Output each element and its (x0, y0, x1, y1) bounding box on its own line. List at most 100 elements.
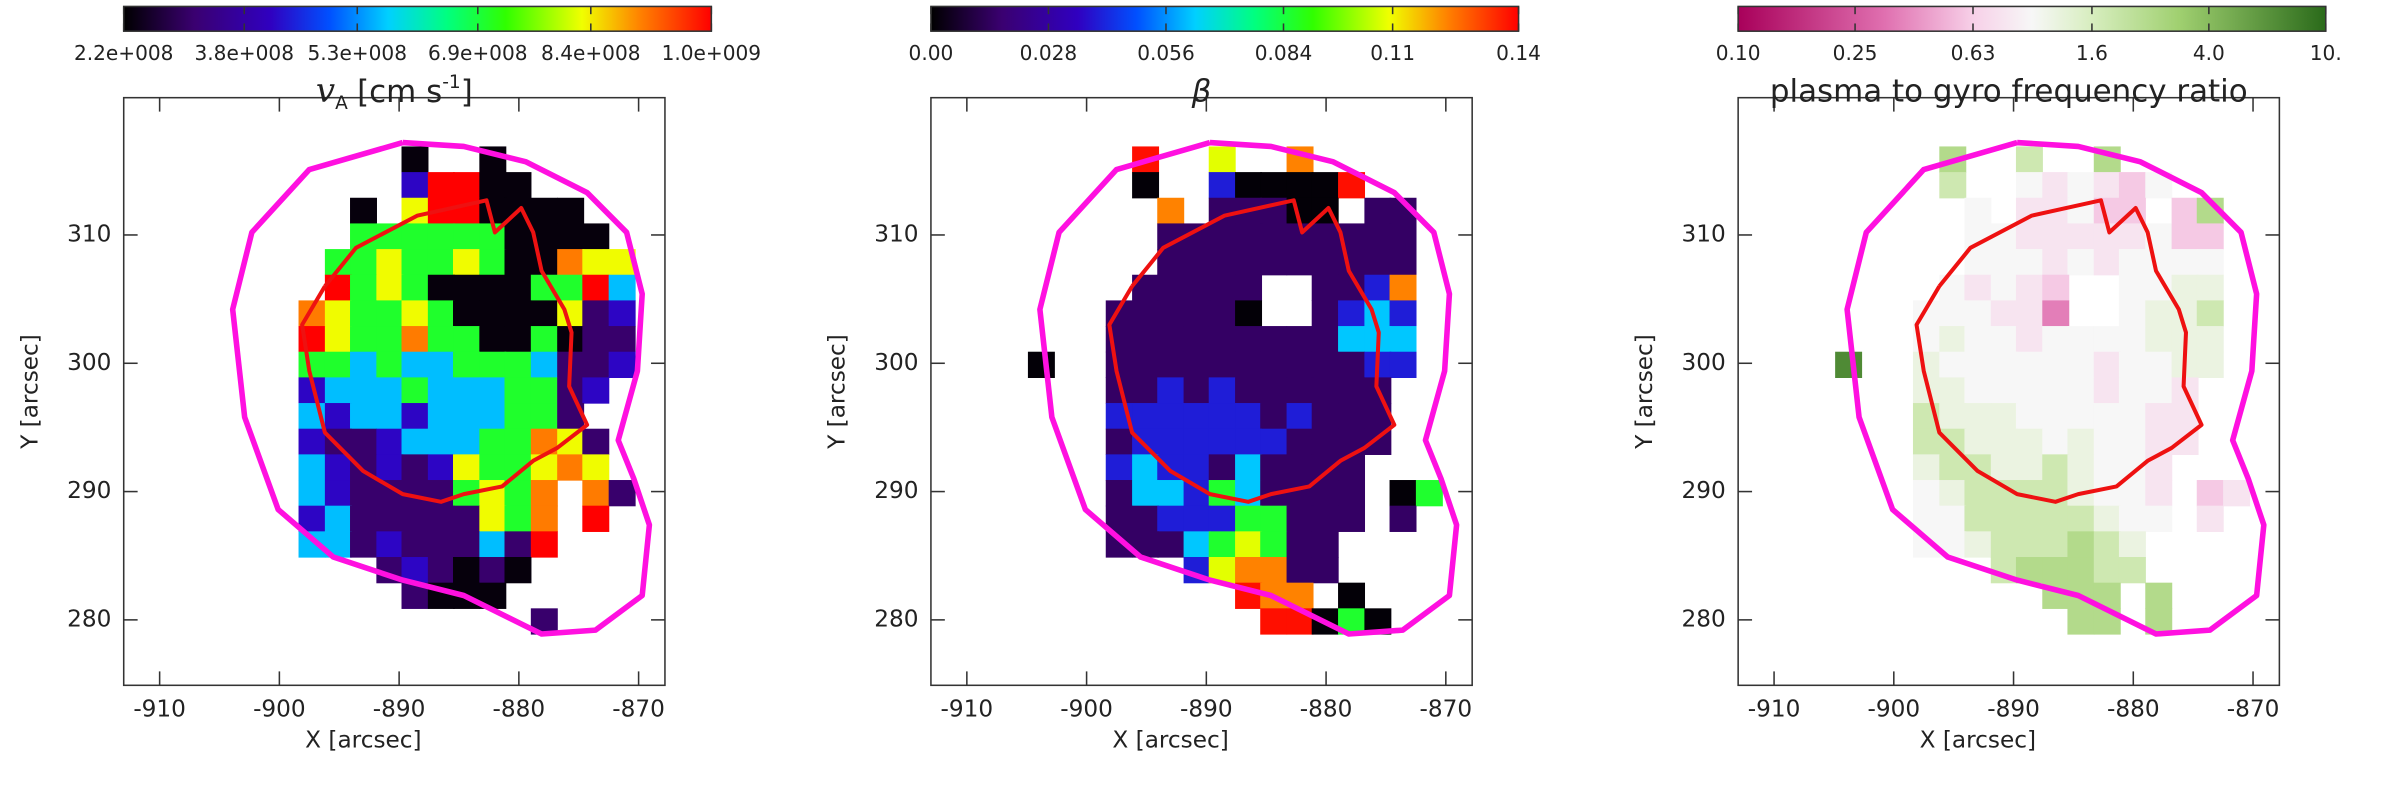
heatmap-cell (453, 428, 480, 455)
heatmap-cell (2042, 351, 2070, 379)
heatmap-cell (376, 377, 404, 404)
x-tick-label: -890 (1180, 696, 1233, 723)
heatmap-cell (376, 326, 404, 353)
heatmap-cell (1311, 505, 1339, 532)
heatmap-cell (504, 377, 532, 404)
heatmap-cell (1235, 300, 1263, 327)
heatmap-cell (2093, 326, 2121, 353)
plot-frame (122, 96, 666, 687)
heatmap-cell (1964, 249, 1992, 276)
heatmap-cell (1939, 377, 1967, 404)
heatmap-cell (2015, 223, 2043, 250)
x-tick-label: -870 (1420, 696, 1473, 723)
heatmap-cell (2118, 274, 2146, 302)
heatmap-cell (401, 172, 429, 199)
heatmap-cell (2042, 249, 2070, 276)
colorbar-tick-label: 6.9e+008 (428, 41, 528, 65)
heatmap-cell (427, 428, 455, 455)
heatmap-cell (530, 326, 558, 353)
heatmap-cell (1286, 249, 1314, 276)
heatmap-cell (1389, 326, 1417, 353)
title-close: ] (461, 74, 473, 110)
heatmap-cell (1208, 300, 1236, 327)
heatmap-cell (1389, 249, 1417, 276)
y-tick-label: 290 (67, 477, 111, 504)
title-exponent: -1 (442, 72, 461, 93)
heatmap-cell (427, 223, 455, 250)
heatmap-cell (1939, 454, 1967, 481)
heatmap-cell (1389, 274, 1417, 302)
heatmap-cell (2067, 454, 2095, 481)
heatmap-cell (479, 172, 507, 199)
heatmap-cell (2015, 351, 2043, 379)
heatmap-cell (2196, 300, 2224, 327)
heatmap-cell (324, 326, 352, 353)
heatmap-cell (608, 326, 636, 353)
heatmap-cell (608, 300, 636, 327)
heatmap-cell (1235, 557, 1263, 584)
heatmap-cell (2118, 300, 2146, 327)
heatmap-cell (2067, 249, 2095, 276)
heatmap-cell (1338, 326, 1366, 353)
heatmap-cell (1235, 377, 1263, 404)
heatmap-cell (2196, 480, 2224, 507)
colorbar-tick-label: 0.63 (1951, 41, 1996, 65)
heatmap-cell (1260, 351, 1288, 379)
heatmap-cell (324, 428, 352, 455)
heatmap-cell (1183, 377, 1211, 404)
heatmap-cell (1183, 351, 1211, 379)
heatmap-cell (479, 377, 507, 404)
heatmap-cell (1990, 351, 2018, 379)
heatmap-cell (324, 505, 352, 532)
y-tick-label: 310 (1682, 220, 1726, 247)
heatmap-cell (479, 326, 507, 353)
heatmap-cell (1157, 274, 1185, 302)
heatmap-cell (1260, 223, 1288, 250)
heatmap-cell (582, 377, 610, 404)
heatmap-cell (2042, 326, 2070, 353)
heatmap-cell (453, 223, 480, 250)
heatmap-cell (1286, 403, 1314, 430)
y-tick-label: 310 (874, 220, 918, 247)
heatmap-cell (1835, 351, 1863, 379)
heatmap-cell (1389, 300, 1417, 327)
heatmap-cell (582, 274, 610, 302)
heatmap-cell (401, 274, 429, 302)
heatmap-cell (2118, 557, 2146, 584)
colorbar-tick-label: 1.0e+009 (662, 41, 762, 65)
heatmap-cell (504, 531, 532, 558)
heatmap-cell (1208, 172, 1236, 199)
heatmap-cell (504, 505, 532, 532)
panel: -910 -900 -890 -880 -870 280 290 300 310 X [arcse… (824, 5, 1541, 753)
heatmap-cell (2067, 531, 2095, 558)
heatmap-cell (2015, 505, 2043, 532)
heatmap-cell (2093, 557, 2121, 584)
heatmap-cell (504, 403, 532, 430)
heatmap-cell (479, 428, 507, 455)
colorbar-tick-label: 10. (2310, 41, 2342, 65)
heatmap-cell (1235, 428, 1263, 455)
heatmap-cell (1964, 403, 1992, 430)
heatmap-cell (1338, 351, 1366, 379)
heatmap-cell (376, 531, 404, 558)
heatmap-cell (1183, 403, 1211, 430)
heatmap-cell (1157, 403, 1185, 430)
heatmap-cell (1964, 274, 1992, 302)
heatmap-cell (608, 351, 636, 379)
heatmap-cell (2015, 172, 2043, 199)
heatmap-cell (1157, 300, 1185, 327)
heatmap-cell (1939, 480, 1967, 507)
heatmap-cell (2093, 403, 2121, 430)
heatmap-cell (1260, 454, 1288, 481)
heatmap-cell (2042, 454, 2070, 481)
heatmap-cell (1132, 480, 1160, 507)
heatmap-cell (1132, 505, 1160, 532)
heatmap-cell (557, 197, 585, 225)
heatmap-cell (1364, 223, 1392, 250)
heatmap-cell (453, 377, 480, 404)
heatmap-cell (1990, 377, 2018, 404)
heatmap-cell (1208, 274, 1236, 302)
heatmap-cell (2042, 531, 2070, 558)
colorbar-tick-label: 4.0 (2193, 41, 2225, 65)
